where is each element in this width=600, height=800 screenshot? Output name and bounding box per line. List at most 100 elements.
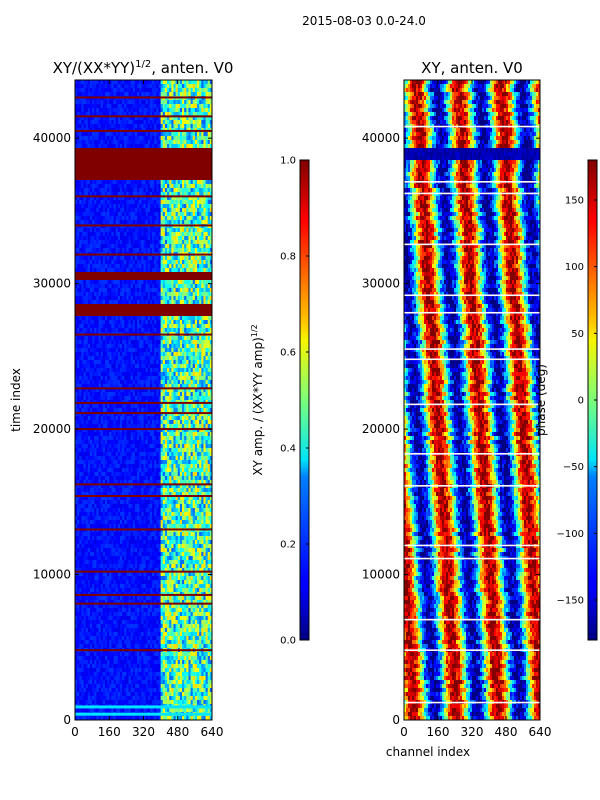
amp-cell	[83, 140, 87, 145]
amp-cell	[167, 132, 170, 137]
amp-cell	[109, 240, 112, 245]
amp-cell	[207, 244, 211, 249]
amp-cell	[126, 152, 129, 157]
amp-cell	[205, 256, 209, 261]
amp-cell	[197, 272, 200, 277]
amp-cell	[81, 260, 84, 265]
amp-cell	[100, 324, 104, 329]
amp-cell	[77, 336, 80, 341]
amp-cell	[109, 176, 112, 181]
amp-cell	[152, 192, 155, 197]
amp-cell	[145, 272, 149, 277]
amp-cell	[188, 164, 191, 169]
amp-cell	[169, 104, 172, 109]
amp-cell	[156, 292, 159, 297]
amp-cell	[173, 296, 177, 301]
amp-cell	[119, 236, 123, 241]
amp-cell	[115, 280, 119, 285]
amp-cell	[139, 84, 142, 89]
amp-cell	[79, 268, 82, 273]
amp-cell	[98, 104, 102, 109]
amp-cell	[203, 324, 206, 329]
amp-cell	[81, 216, 84, 221]
amp-cell	[184, 188, 187, 193]
amp-cell	[98, 88, 102, 93]
amp-cell	[192, 328, 196, 333]
amp-cell	[122, 120, 125, 125]
amp-cell	[113, 112, 117, 117]
amp-cell	[158, 112, 162, 117]
amp-cell	[207, 380, 211, 385]
amp-cell	[164, 160, 168, 165]
amp-cell	[197, 264, 200, 269]
amp-cell	[113, 348, 117, 353]
amp-cell	[92, 344, 95, 349]
amp-cell	[145, 204, 149, 209]
amp-cell	[94, 384, 97, 389]
amp-cell	[194, 220, 198, 225]
amp-cell	[102, 100, 106, 105]
amp-cell	[149, 152, 153, 157]
amp-cell	[130, 204, 134, 209]
amp-cell	[207, 292, 211, 297]
amp-cell	[197, 124, 200, 129]
amp-cell	[209, 152, 213, 157]
amp-cell	[89, 284, 93, 289]
amp-cell	[119, 100, 123, 105]
amp-cell	[160, 140, 164, 145]
amp-cell	[134, 348, 138, 353]
amp-cell	[117, 152, 121, 157]
amp-cell	[96, 244, 99, 249]
amp-cell	[102, 148, 106, 153]
amp-cell	[156, 180, 159, 185]
amp-cell	[94, 108, 97, 113]
amp-cell	[92, 144, 95, 149]
amp-cell	[143, 292, 147, 297]
amp-cell	[115, 244, 119, 249]
amp-cell	[107, 188, 110, 193]
amp-cell	[201, 348, 204, 353]
amp-cell	[79, 384, 82, 389]
amp-cell	[190, 188, 194, 193]
amp-cell	[87, 88, 91, 93]
amp-cell	[169, 228, 172, 233]
amp-cell	[124, 200, 127, 205]
amp-cell	[134, 232, 138, 237]
amp-cell	[182, 304, 185, 309]
amp-cell	[205, 240, 209, 245]
amp-cell	[143, 172, 147, 177]
amp-cell	[124, 208, 127, 213]
amp-cell	[179, 336, 183, 341]
amp-cell	[177, 80, 181, 85]
amp-cell	[83, 120, 87, 125]
amp-cell	[203, 84, 206, 89]
amp-cell	[79, 184, 82, 189]
amp-cell	[207, 168, 211, 173]
amp-cell	[89, 300, 93, 305]
amp-cell	[156, 324, 159, 329]
amp-cell	[207, 312, 211, 317]
amp-cell	[145, 280, 149, 285]
amp-cell	[107, 212, 110, 217]
amp-cell	[124, 272, 127, 277]
amp-cell	[102, 296, 106, 301]
amp-cell	[102, 136, 106, 141]
amp-cell	[186, 184, 189, 189]
amp-cell	[143, 160, 147, 165]
amp-cell	[134, 204, 138, 209]
amp-cell	[115, 268, 119, 273]
amp-cell	[96, 320, 99, 325]
amp-cell	[171, 280, 174, 285]
amp-cell	[79, 156, 82, 161]
amp-cell	[147, 136, 151, 141]
amp-cell	[192, 316, 196, 321]
amp-cell	[130, 172, 134, 177]
amp-cell	[173, 304, 177, 309]
amp-cell	[209, 308, 213, 313]
amp-cell	[169, 372, 172, 377]
amp-cell	[132, 272, 136, 277]
amp-cell	[205, 296, 209, 301]
amp-cell	[85, 200, 89, 205]
amp-cell	[83, 92, 87, 97]
amp-cell	[98, 276, 102, 281]
